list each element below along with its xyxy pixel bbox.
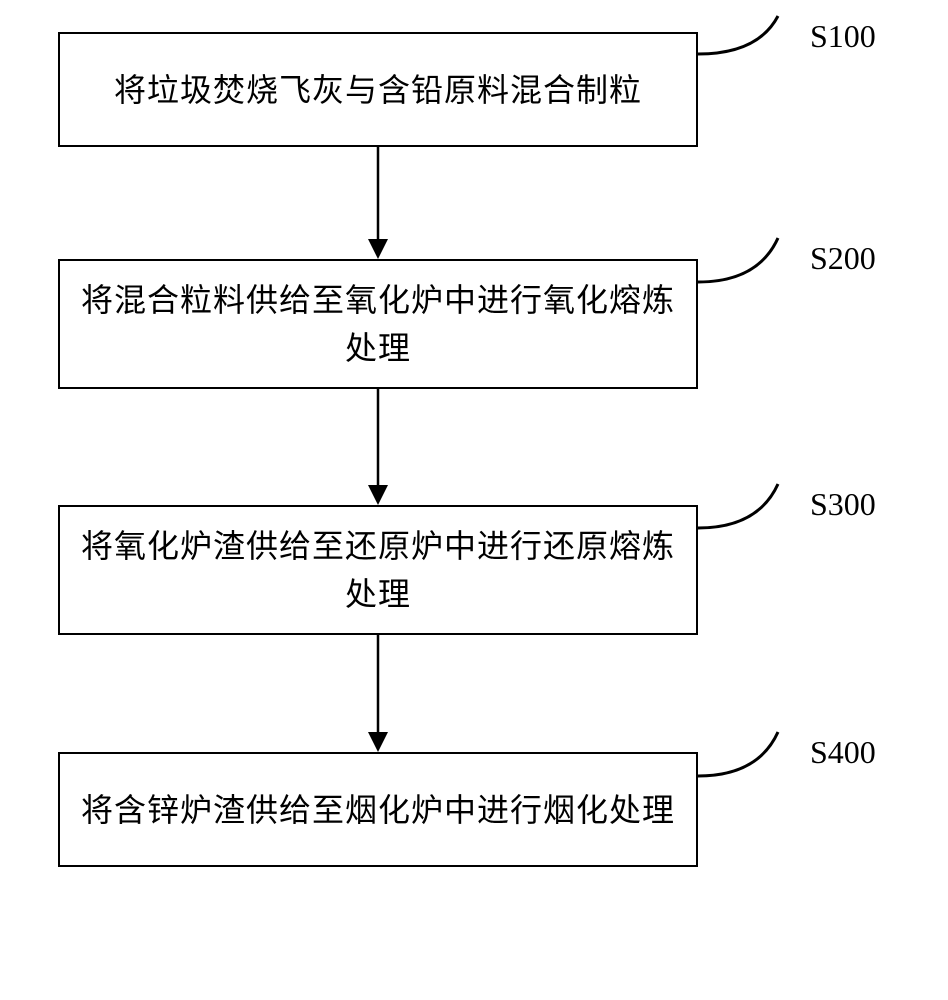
- connector-4: [58, 722, 888, 802]
- connector-2: [58, 228, 888, 308]
- connector-3: [58, 474, 888, 554]
- connector-1: [58, 2, 888, 82]
